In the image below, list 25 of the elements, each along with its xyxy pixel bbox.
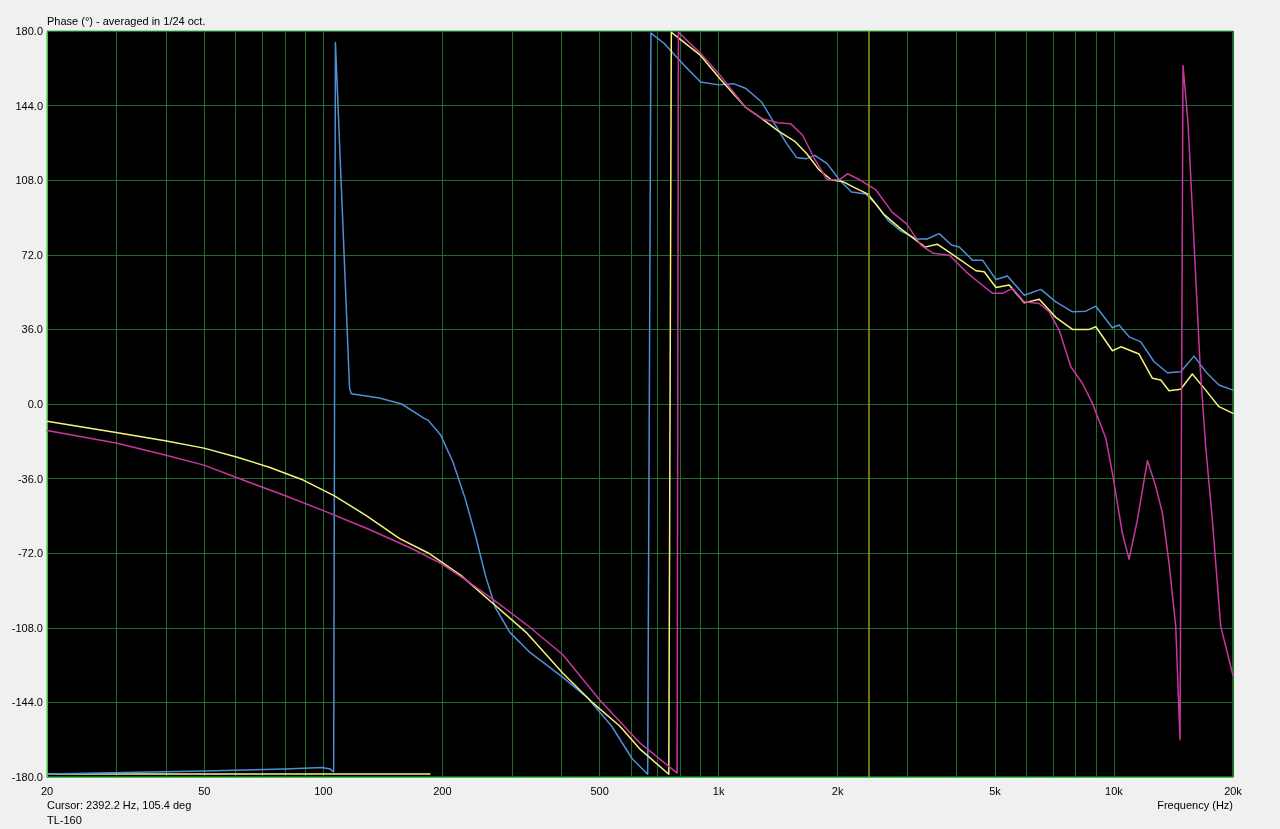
y-tick-label: -180.0 [11,771,43,783]
x-tick-label: 100 [314,784,333,797]
y-tick-label: 144.0 [15,99,43,112]
y-tick-label: -36.0 [17,472,43,485]
x-tick-label: 200 [433,784,452,797]
x-tick-label: 1k [712,784,725,797]
y-tick-label: 180.0 [15,25,43,37]
y-tick-label: -108.0 [11,621,43,634]
y-tick-label: -144.0 [11,696,43,709]
y-tick-label: 36.0 [21,323,43,336]
x-tick-label: 500 [590,784,609,797]
y-tick-label: -72.0 [17,547,43,560]
x-tick-label: 20 [40,784,54,797]
x-tick-label: 5k [989,784,1002,797]
x-axis-title: Frequency (Hz) [1157,798,1233,811]
x-tick-label: 50 [198,784,211,797]
x-tick-label: 20k [1224,784,1243,797]
text: Cursor: 2392.2 Hz, 105.4 deg [47,798,192,811]
text: TL-160 [47,813,82,826]
y-tick-label: 72.0 [21,248,43,261]
y-tick-label: 108.0 [15,174,43,187]
y-tick-label: 0.0 [27,398,43,410]
x-tick-label: 10k [1105,784,1124,797]
chart-title: Phase (°) - averaged in 1/24 oct. [47,14,206,27]
x-tick-label: 2k [831,784,844,797]
